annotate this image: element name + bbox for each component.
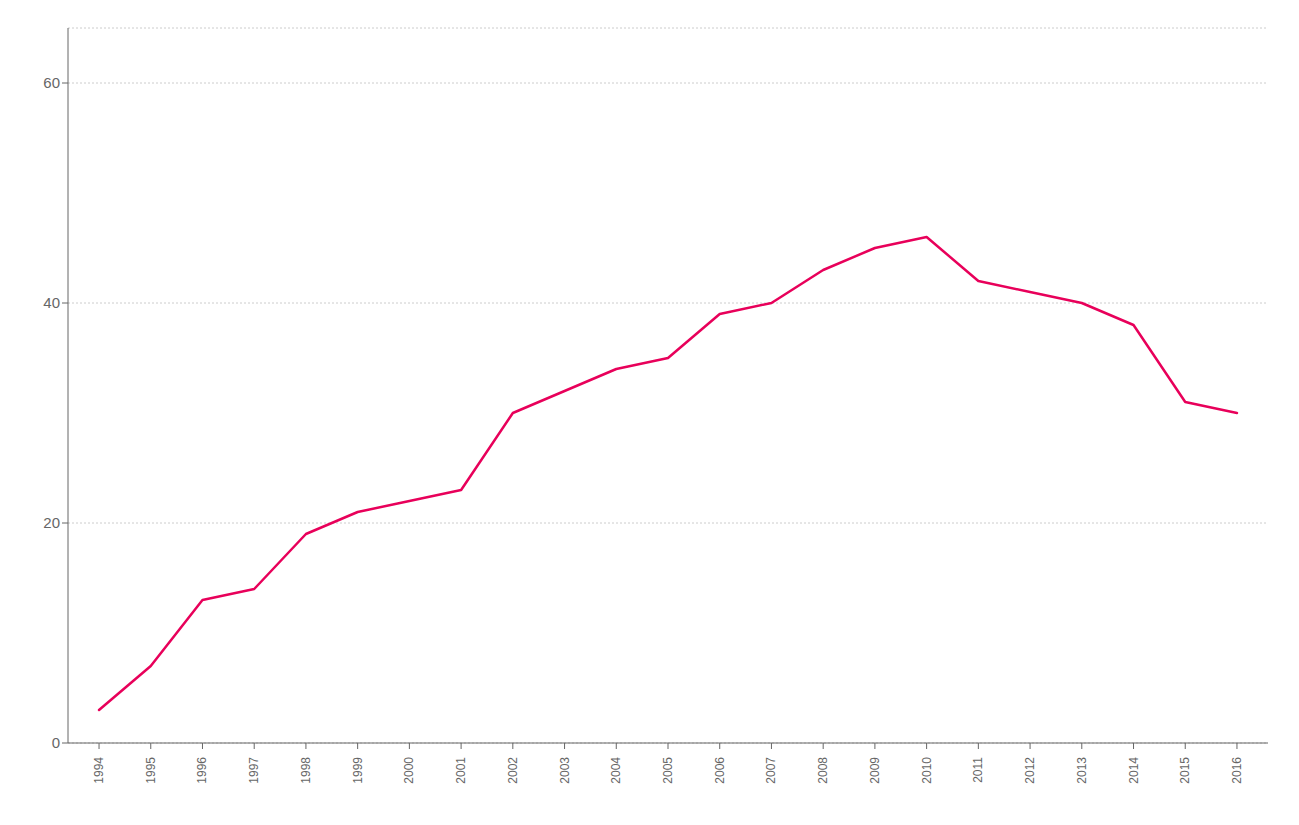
svg-text:2010: 2010: [920, 757, 934, 784]
svg-text:2004: 2004: [609, 757, 623, 784]
svg-text:2012: 2012: [1023, 757, 1037, 784]
svg-text:20: 20: [43, 514, 60, 531]
svg-text:2001: 2001: [454, 757, 468, 784]
svg-text:2015: 2015: [1178, 757, 1192, 784]
svg-text:2006: 2006: [713, 757, 727, 784]
svg-text:2005: 2005: [661, 757, 675, 784]
svg-text:1998: 1998: [299, 757, 313, 784]
svg-text:2000: 2000: [402, 757, 416, 784]
svg-text:1999: 1999: [351, 757, 365, 784]
svg-text:2016: 2016: [1230, 757, 1244, 784]
svg-text:2008: 2008: [816, 757, 830, 784]
svg-text:1994: 1994: [92, 757, 106, 784]
svg-text:2009: 2009: [868, 757, 882, 784]
svg-text:0: 0: [52, 734, 60, 751]
svg-text:40: 40: [43, 294, 60, 311]
svg-text:2013: 2013: [1075, 757, 1089, 784]
svg-text:1997: 1997: [247, 757, 261, 784]
svg-text:2014: 2014: [1127, 757, 1141, 784]
svg-text:60: 60: [43, 74, 60, 91]
svg-text:2003: 2003: [558, 757, 572, 784]
svg-text:1995: 1995: [144, 757, 158, 784]
svg-text:1996: 1996: [195, 757, 209, 784]
svg-text:2002: 2002: [506, 757, 520, 784]
svg-text:2011: 2011: [971, 757, 985, 783]
svg-text:2007: 2007: [764, 757, 778, 784]
